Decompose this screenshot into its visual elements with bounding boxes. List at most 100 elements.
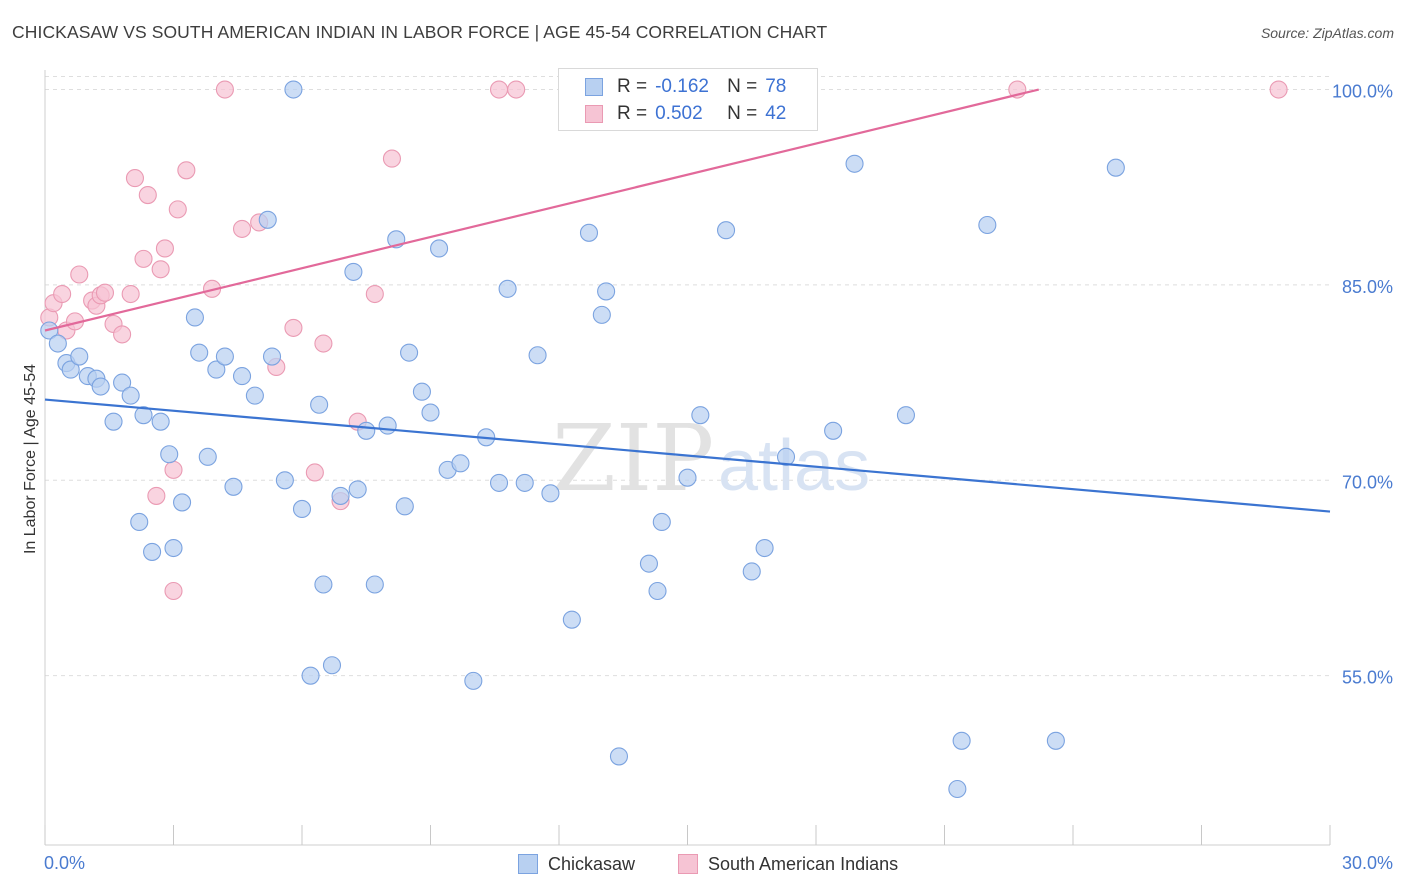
chickasaw-point-13 (143, 542, 162, 561)
south-american-indians-point-20 (164, 581, 183, 601)
chickasaw-point-62 (648, 581, 667, 601)
chickasaw-point-23 (224, 477, 243, 496)
south-american-indians-point-24 (215, 80, 234, 99)
bottom-legend-swatch-pink (678, 854, 698, 874)
south-american-indians-point-35 (489, 80, 509, 99)
chickasaw-point-3 (61, 360, 80, 379)
chickasaw-point-46 (430, 239, 449, 258)
chickasaw-point-59 (597, 282, 616, 301)
bottom-legend-label: South American Indians (708, 853, 899, 874)
legend-r-label: R = (617, 103, 648, 124)
chickasaw-point-28 (275, 471, 294, 490)
chickasaw-point-10 (121, 386, 140, 405)
chickasaw-point-11 (130, 512, 149, 532)
bottom-legend-chickasaw: Chickasaw (518, 852, 635, 876)
south-american-indians-point-36 (507, 80, 526, 99)
chickasaw-point-67 (742, 562, 761, 581)
chickasaw-point-57 (579, 223, 599, 242)
south-american-indians-point-30 (314, 334, 333, 353)
x-tick-label-0: 0.0% (44, 853, 85, 873)
bottom-legend-south-american-indians: South American Indians (678, 852, 898, 876)
series-chickasaw-points (40, 80, 1125, 799)
chickasaw-point-38 (357, 421, 376, 440)
chickasaw-point-22 (215, 347, 234, 366)
south-american-indians-point-19 (164, 460, 183, 479)
chickasaw-point-35 (331, 486, 350, 505)
chickasaw-point-72 (896, 406, 916, 425)
watermark: ZIP atlas (552, 405, 870, 512)
chickasaw-point-48 (451, 454, 470, 473)
legend-n-label: N = (727, 103, 758, 124)
chickasaw-point-76 (1046, 731, 1065, 750)
south-american-indians-point-33 (365, 284, 384, 304)
chickasaw-point-75 (978, 215, 997, 235)
chickasaw-point-43 (400, 343, 419, 362)
chickasaw-point-16 (164, 538, 183, 558)
south-american-indians-trend-line (44, 88, 1039, 332)
chickasaw-point-73 (948, 779, 967, 799)
south-american-indians-point-18 (155, 239, 174, 258)
chickasaw-point-20 (198, 447, 217, 466)
legend-swatch-blue (585, 78, 603, 96)
south-american-indians-point-34 (382, 149, 402, 168)
south-american-indians-point-14 (134, 249, 153, 268)
legend-row-chickasaw: R = -0.162 N = 78 (585, 75, 786, 99)
chickasaw-point-70 (824, 421, 843, 440)
chickasaw-point-61 (639, 554, 659, 573)
legend-n-value: 42 (765, 103, 787, 124)
chickasaw-point-60 (609, 747, 629, 766)
chickasaw-point-45 (421, 403, 440, 422)
chickasaw-point-49 (464, 671, 483, 690)
trend-lines (44, 88, 1331, 513)
legend-n-value: 78 (765, 76, 787, 97)
source-credit: Source: ZipAtlas.com (1260, 25, 1394, 41)
chickasaw-point-18 (185, 308, 204, 327)
axes (44, 70, 1331, 846)
chickasaw-point-64 (678, 468, 697, 487)
chickasaw-point-65 (691, 406, 710, 425)
chickasaw-point-71 (845, 154, 864, 173)
south-american-indians-point-11 (113, 325, 132, 344)
chickasaw-point-34 (322, 656, 342, 675)
south-american-indians-point-22 (177, 161, 196, 180)
chickasaw-point-63 (652, 512, 671, 532)
chickasaw-point-8 (104, 412, 123, 431)
south-american-indians-point-15 (138, 185, 157, 205)
y-axis-label: In Labor Force | Age 45-54 (22, 364, 39, 554)
south-american-indians-point-17 (151, 260, 170, 279)
y-tick-label-0: 55.0% (1342, 668, 1393, 688)
legend-swatch-pink (585, 105, 603, 123)
chickasaw-point-32 (310, 395, 329, 414)
chickasaw-point-21 (207, 360, 226, 379)
chickasaw-point-54 (528, 346, 547, 365)
chickasaw-point-74 (952, 731, 971, 750)
y-tick-label-1: 70.0% (1342, 472, 1393, 492)
bottom-legend-label: Chickasaw (548, 853, 636, 874)
tick-labels: 55.0% 70.0% 85.0% 100.0% 0.0% 30.0% (44, 82, 1393, 873)
chickasaw-point-25 (245, 386, 264, 405)
legend-row-south-american-indians: R = 0.502 N = 42 (585, 102, 786, 126)
chickasaw-point-51 (489, 473, 509, 492)
south-american-indians-point-13 (125, 169, 144, 188)
south-american-indians-point-25 (232, 219, 252, 238)
chickasaw-point-66 (716, 221, 736, 240)
bottom-legend-swatch-blue (518, 854, 538, 874)
chickasaw-point-1 (48, 334, 67, 353)
chickasaw-point-53 (515, 473, 534, 492)
y-tick-label-3: 100.0% (1332, 82, 1393, 102)
chickasaw-point-68 (755, 538, 774, 558)
legend-box: R = -0.162 N = 78 R = 0.502 N = 42 (558, 68, 818, 131)
watermark-zip: ZIP (552, 405, 714, 512)
south-american-indians-point-5 (70, 265, 89, 284)
chickasaw-point-77 (1106, 158, 1125, 177)
south-american-indians-point-12 (121, 284, 140, 304)
south-american-indians-point-16 (147, 486, 166, 505)
chickasaw-point-31 (301, 666, 320, 685)
chickasaw-point-33 (314, 575, 333, 594)
chickasaw-point-24 (232, 367, 252, 386)
legend-r-value: 0.502 (655, 103, 703, 124)
chickasaw-point-19 (190, 343, 209, 362)
chickasaw-point-7 (91, 377, 110, 396)
chickasaw-point-9 (113, 373, 132, 392)
